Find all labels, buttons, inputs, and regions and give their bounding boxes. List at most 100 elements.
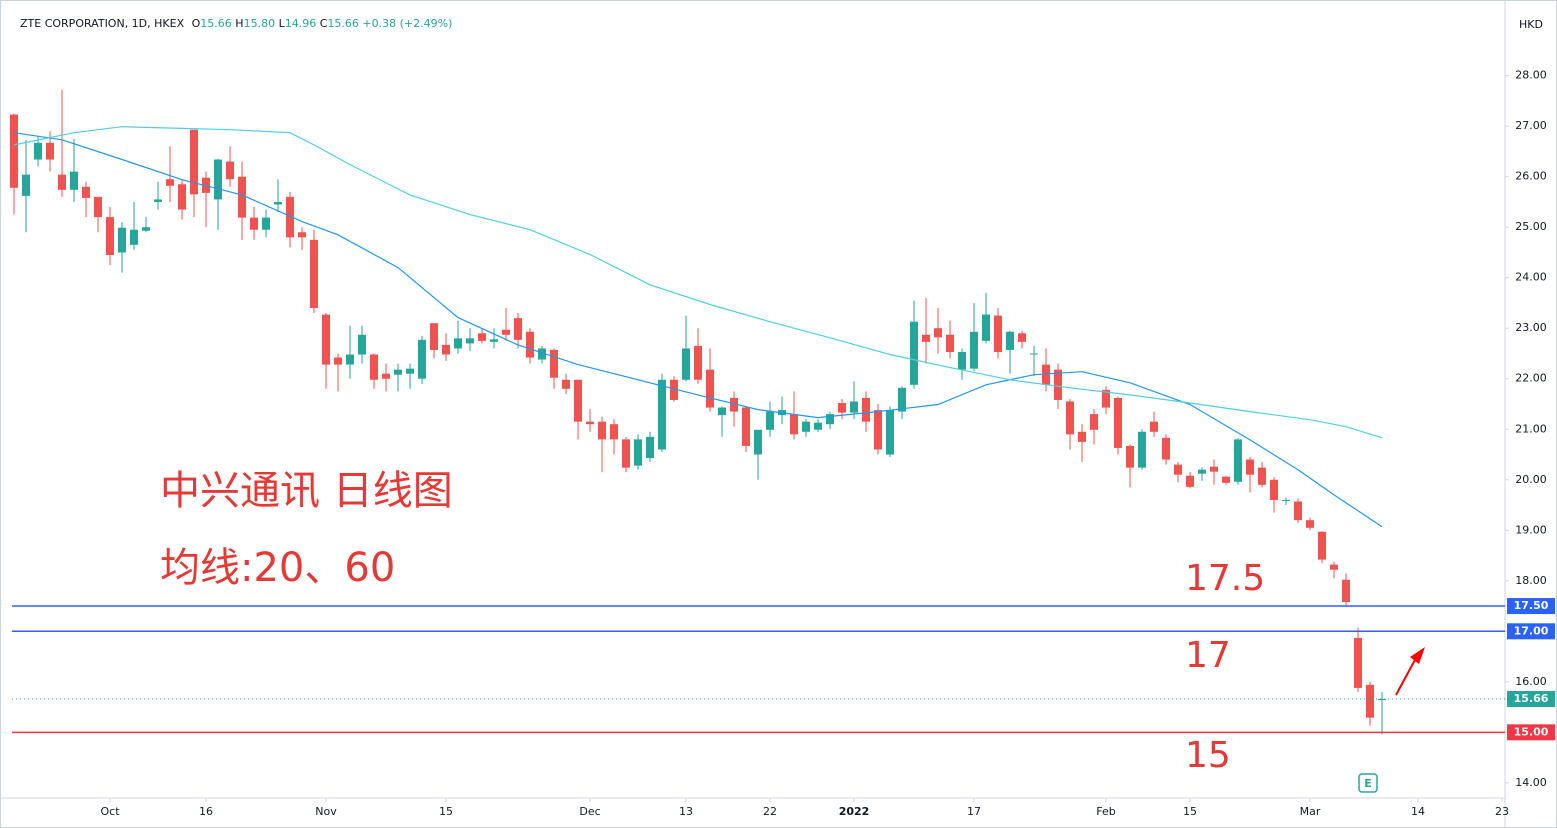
- candle-body: [226, 161, 235, 180]
- arrow-head: [1410, 647, 1425, 664]
- candle-body: [970, 331, 979, 369]
- price-label: 17.00: [1514, 624, 1549, 637]
- candle-body: [514, 318, 523, 340]
- candle-body: [874, 410, 883, 450]
- price-label: 15.00: [1514, 725, 1549, 738]
- candle-body: [22, 174, 31, 196]
- candle-body: [454, 338, 463, 349]
- candle-body: [922, 334, 931, 342]
- field-value: 14.96: [285, 17, 317, 30]
- candle-body: [526, 331, 535, 358]
- candle-body: [826, 414, 835, 425]
- price-label-box: [1507, 598, 1555, 615]
- candle-body: [838, 402, 847, 413]
- candle-body: [190, 129, 199, 195]
- candle-body: [1246, 459, 1255, 475]
- candle-body: [706, 369, 715, 408]
- candle-body: [1090, 414, 1099, 430]
- candle-body: [442, 344, 451, 355]
- candle-body: [70, 171, 79, 190]
- candle-body: [178, 184, 187, 210]
- annotation: 17: [1185, 635, 1231, 676]
- candle-body: [94, 196, 103, 218]
- candle-body: [502, 329, 511, 335]
- price-label-box: [1507, 623, 1555, 640]
- candle-body: [730, 397, 739, 412]
- candle-body: [418, 339, 427, 379]
- field-value: 15.66: [200, 17, 232, 30]
- price-label-box: [1507, 724, 1555, 741]
- annotation: 中兴通讯 日线图: [160, 468, 453, 514]
- candle-body: [370, 354, 379, 380]
- candle-body: [1018, 333, 1027, 342]
- y-tick-label: 26.00: [1515, 170, 1547, 183]
- y-tick-label: 25.00: [1515, 220, 1547, 233]
- candle-body: [934, 328, 943, 338]
- candle-body: [10, 114, 19, 188]
- candle-body: [994, 315, 1003, 352]
- candle-body: [490, 339, 499, 342]
- field-value: 15.66: [327, 17, 359, 30]
- candle-body: [394, 369, 403, 375]
- moving-average: [13, 132, 1383, 528]
- candle-body: [682, 348, 691, 380]
- moving-average: [13, 126, 1383, 439]
- candle-body: [298, 232, 307, 238]
- field-label: C: [320, 17, 328, 30]
- x-tick-label: Dec: [579, 805, 600, 818]
- x-tick-label: 13: [679, 805, 693, 818]
- candle-body: [766, 411, 775, 430]
- candle-body: [946, 334, 955, 352]
- candle-body: [1378, 698, 1386, 700]
- candle-body: [1258, 467, 1267, 485]
- candle-body: [1366, 684, 1374, 718]
- candle-body: [538, 348, 547, 360]
- candle-body: [1198, 469, 1207, 474]
- candle-body: [754, 429, 763, 455]
- x-tick-label: 15: [439, 805, 453, 818]
- earnings-marker-label: E: [1364, 777, 1372, 790]
- candle-body: [1042, 364, 1051, 385]
- candle-body: [898, 387, 907, 412]
- y-tick-label: 22.00: [1515, 372, 1547, 385]
- candle-body: [346, 354, 355, 365]
- price-label-box: [1507, 690, 1555, 707]
- y-tick-label: 24.00: [1515, 271, 1547, 284]
- x-tick-label: Mar: [1300, 805, 1321, 818]
- candle-body: [142, 227, 151, 231]
- arrow: [1395, 657, 1417, 696]
- field-label: L: [279, 17, 286, 30]
- candle-body: [1306, 520, 1314, 528]
- candle-body: [634, 439, 643, 466]
- candle-body: [1210, 466, 1219, 472]
- candle-body: [1294, 501, 1302, 521]
- candle-body: [1054, 369, 1063, 400]
- candle-body: [1318, 531, 1326, 560]
- candle-body: [382, 373, 391, 379]
- candle-body: [466, 338, 475, 344]
- candle-body: [166, 179, 175, 186]
- x-tick-label: 15: [1183, 805, 1197, 818]
- candle-body: [1162, 437, 1171, 460]
- change: +0.38 (+2.49%): [362, 17, 452, 30]
- candle-body: [238, 176, 247, 218]
- currency: HKD: [1519, 18, 1543, 31]
- candle-body: [106, 217, 115, 255]
- candle-body: [1270, 479, 1279, 500]
- candle-body: [910, 321, 919, 385]
- candle-body: [1114, 397, 1123, 448]
- candle-body: [154, 199, 163, 202]
- candle-body: [1222, 476, 1231, 483]
- candle-body: [1066, 401, 1075, 435]
- candle-body: [1282, 499, 1290, 501]
- field-label: O: [192, 17, 201, 30]
- y-tick-label: 23.00: [1515, 321, 1547, 334]
- y-tick-label: 16.00: [1515, 675, 1547, 688]
- candle-body: [58, 174, 67, 190]
- symbol: ZTE CORPORATION, 1D, HKEX: [20, 17, 185, 30]
- candle-body: [430, 323, 439, 350]
- candle-body: [862, 397, 871, 422]
- x-tick-label: 16: [199, 805, 213, 818]
- candle-body: [694, 345, 703, 380]
- candle-body: [670, 379, 679, 400]
